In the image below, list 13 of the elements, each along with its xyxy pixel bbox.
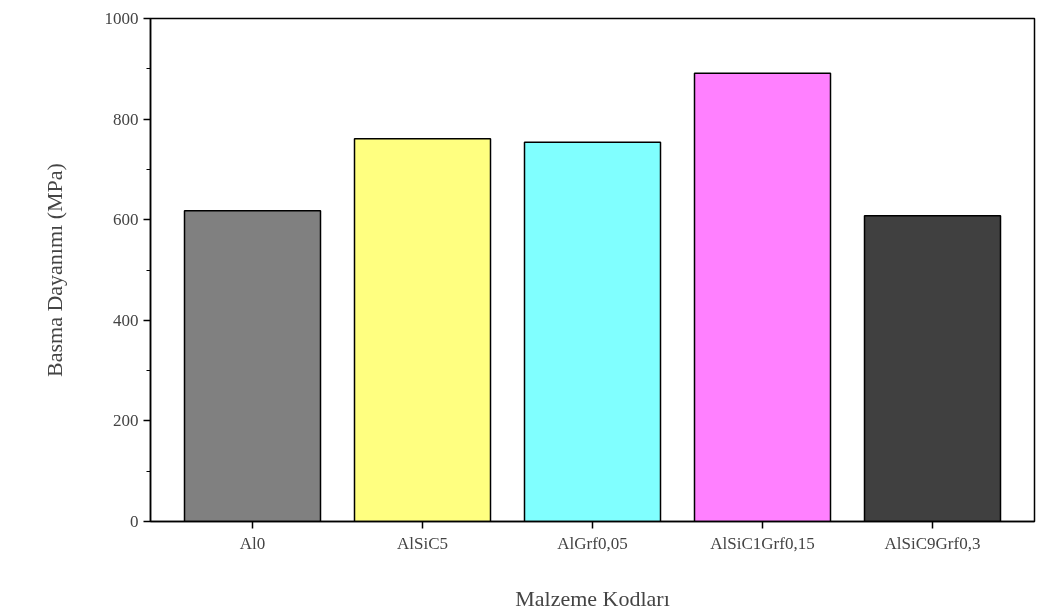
y-tick-label: 0 xyxy=(130,512,139,531)
x-tick-label: AlSiC1Grf0,15 xyxy=(710,533,815,553)
y-tick-label: 800 xyxy=(113,109,139,129)
y-tick-label: 1000 xyxy=(104,9,139,28)
y-tick-label: 200 xyxy=(113,411,139,431)
y-axis-title: Basma Dayanımı (MPa) xyxy=(41,163,67,377)
y-tick-label: 400 xyxy=(113,310,139,330)
y-tick-label: 600 xyxy=(113,210,139,230)
x-axis-title: Malzeme Kodları xyxy=(515,585,670,611)
x-tick-label: AlSiC9Grf0,3 xyxy=(884,533,981,553)
x-tick-label: AlSiC5 xyxy=(396,533,449,553)
x-tick-label: Al0 xyxy=(239,533,266,553)
x-tick-label: AlGrf0,05 xyxy=(557,533,628,553)
